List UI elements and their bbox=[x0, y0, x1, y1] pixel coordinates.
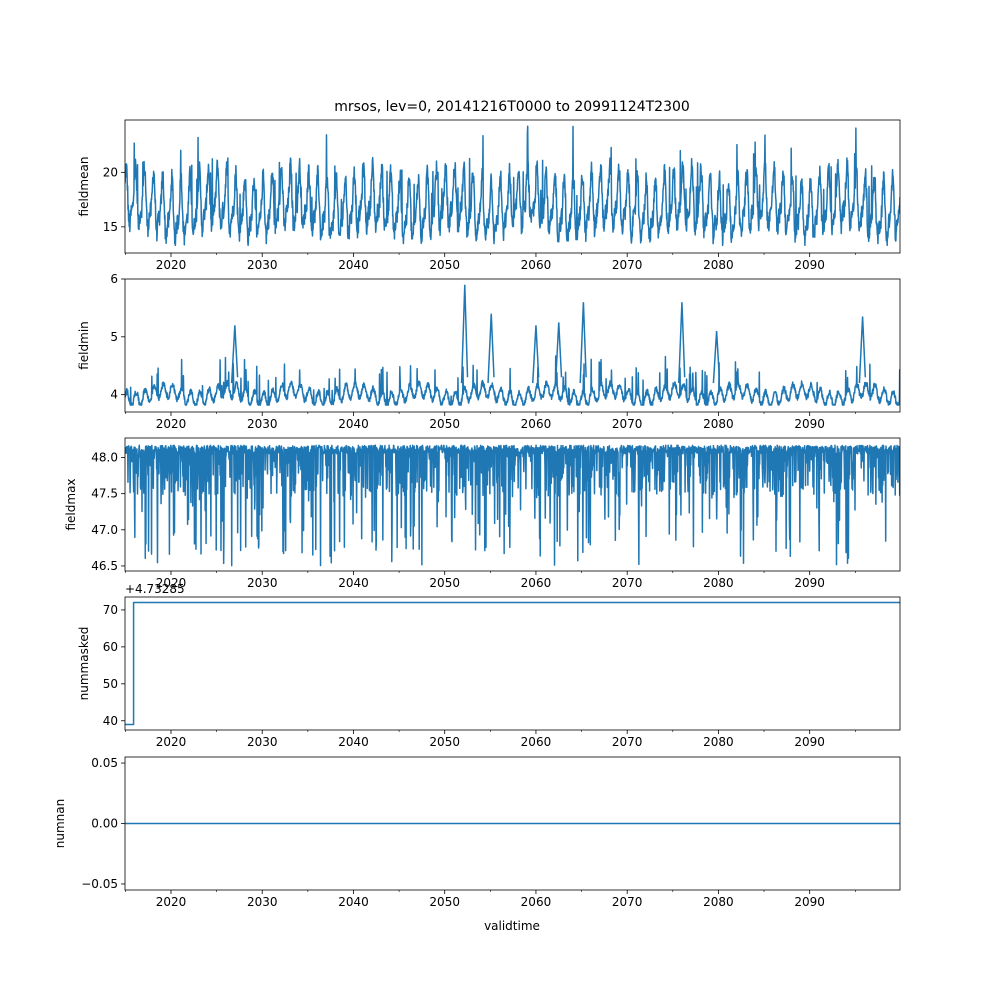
axes-frame bbox=[124, 278, 901, 413]
y-axis-label: fieldmean bbox=[77, 157, 91, 217]
axes-frame bbox=[124, 437, 901, 572]
x-tick-label: 2040 bbox=[338, 576, 369, 590]
y-axis-label: nummasked bbox=[77, 627, 91, 701]
x-tick-label: 2020 bbox=[156, 417, 187, 431]
peak-fieldmin bbox=[677, 302, 686, 384]
x-tick-label: 2030 bbox=[247, 895, 278, 909]
x-tick-label: 2040 bbox=[338, 895, 369, 909]
x-tick-label: 2070 bbox=[612, 576, 643, 590]
peak-fieldmin bbox=[554, 322, 563, 384]
x-tick-label: 2060 bbox=[521, 258, 552, 272]
series-line-fieldmean bbox=[125, 125, 900, 247]
y-tick-label: 48.0 bbox=[91, 451, 118, 465]
x-tick-label: 2020 bbox=[156, 258, 187, 272]
peak-fieldmin bbox=[532, 325, 540, 384]
peak-fieldmin bbox=[858, 316, 867, 384]
x-tick-label: 2020 bbox=[156, 576, 187, 590]
x-tick-label: 2070 bbox=[612, 417, 643, 431]
x-tick-label: 2030 bbox=[247, 576, 278, 590]
chart-title: mrsos, lev=0, 20141216T0000 to 20991124T… bbox=[334, 99, 690, 115]
peak-fieldmin bbox=[579, 302, 587, 384]
x-tick-label: 2040 bbox=[338, 417, 369, 431]
x-tick-label: 2050 bbox=[429, 258, 460, 272]
x-tick-label: 2090 bbox=[794, 735, 825, 749]
y-axis-label: fieldmax bbox=[64, 478, 78, 530]
y-tick-label: 20 bbox=[103, 165, 118, 179]
y-tick-label: 50 bbox=[103, 677, 118, 691]
x-tick-label: 2060 bbox=[521, 576, 552, 590]
x-tick-label: 2090 bbox=[794, 258, 825, 272]
y-axis-label: numnan bbox=[53, 799, 67, 848]
peak-fieldmin bbox=[460, 284, 469, 384]
x-tick-label: 2090 bbox=[794, 895, 825, 909]
y-tick-label: 60 bbox=[103, 640, 118, 654]
axes-frame bbox=[124, 119, 901, 254]
x-tick-label: 2020 bbox=[156, 735, 187, 749]
peak-fieldmin bbox=[487, 313, 495, 384]
x-tick-label: 2030 bbox=[247, 735, 278, 749]
peak-fieldmin bbox=[712, 330, 721, 384]
x-tick-label: 2050 bbox=[429, 895, 460, 909]
x-tick-label: 2080 bbox=[703, 576, 734, 590]
x-tick-label: 2050 bbox=[429, 417, 460, 431]
y-tick-label: 0.00 bbox=[91, 817, 118, 831]
x-tick-label: 2040 bbox=[338, 735, 369, 749]
y-tick-label: 40 bbox=[103, 714, 118, 728]
x-tick-label: 2090 bbox=[794, 417, 825, 431]
y-axis-label: fieldmin bbox=[77, 321, 91, 370]
x-tick-label: 2080 bbox=[703, 258, 734, 272]
series-line-nummasked bbox=[125, 601, 900, 726]
y-tick-label: 0.05 bbox=[91, 756, 118, 770]
subplot-fieldmax: 2020 2030 2040 2050 2060 2070 2080 2090 46.5 47.0… bbox=[64, 437, 901, 590]
x-tick-label: 2030 bbox=[247, 258, 278, 272]
x-tick-label: 2080 bbox=[703, 895, 734, 909]
x-tick-label: 2020 bbox=[156, 895, 187, 909]
y-tick-label: 46.5 bbox=[91, 559, 118, 573]
subplot-numnan: 2020 2030 2040 2050 2060 2070 2080 2090 −0.05 0.0… bbox=[53, 756, 901, 909]
x-tick-label: 2050 bbox=[429, 576, 460, 590]
x-tick-label: 2060 bbox=[521, 895, 552, 909]
subplot-nummasked: 2020 2030 2040 2050 2060 2070 2080 2090 40 50 60 70… bbox=[77, 582, 901, 749]
x-tick-label: 2050 bbox=[429, 735, 460, 749]
x-tick-label: 2030 bbox=[247, 417, 278, 431]
x-tick-label: 2070 bbox=[612, 735, 643, 749]
series-line-fieldmin bbox=[125, 355, 900, 406]
axes-frame bbox=[124, 596, 901, 731]
y-tick-label: 15 bbox=[103, 220, 118, 234]
y-tick-label: 4 bbox=[110, 388, 118, 402]
y-tick-label: 5 bbox=[110, 330, 118, 344]
y-tick-label: 6 bbox=[110, 272, 118, 286]
x-tick-label: 2060 bbox=[521, 735, 552, 749]
x-axis-label: validtime bbox=[484, 919, 540, 933]
offset-text: +4.73285 bbox=[125, 582, 185, 596]
series-line-fieldmax bbox=[125, 444, 900, 567]
x-tick-label: 2090 bbox=[794, 576, 825, 590]
x-tick-label: 2070 bbox=[612, 895, 643, 909]
x-tick-label: 2040 bbox=[338, 258, 369, 272]
subplot-fieldmean: 2020 2030 2040 2050 2060 2070 2080 2090 15 20 fiel… bbox=[77, 119, 901, 272]
x-tick-label: 2070 bbox=[612, 258, 643, 272]
x-tick-label: 2060 bbox=[521, 417, 552, 431]
y-tick-label: 47.0 bbox=[91, 523, 118, 537]
y-tick-label: 47.5 bbox=[91, 487, 118, 501]
y-tick-label: −0.05 bbox=[81, 877, 118, 891]
subplot-fieldmin: 2020 2030 2040 2050 2060 2070 2080 2090 4 5 6 field… bbox=[77, 272, 901, 431]
y-tick-label: 70 bbox=[103, 603, 118, 617]
x-tick-label: 2080 bbox=[703, 735, 734, 749]
peak-fieldmin bbox=[230, 325, 239, 384]
x-tick-label: 2080 bbox=[703, 417, 734, 431]
